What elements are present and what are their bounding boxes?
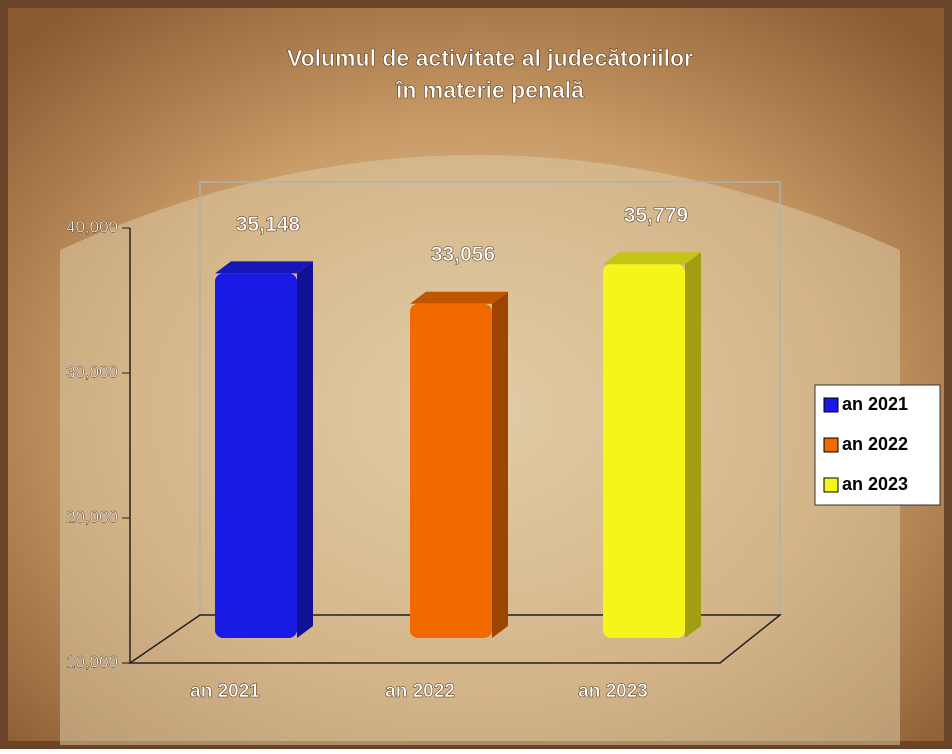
- y-tick-label: 10,000: [66, 652, 118, 671]
- legend-label: an 2021: [842, 394, 908, 414]
- bar: [215, 261, 313, 638]
- legend-swatch: [823, 397, 839, 413]
- legend-label: an 2022: [842, 434, 908, 454]
- bar-face: [603, 252, 701, 265]
- chart-subtitle: în materie penală: [395, 77, 584, 103]
- y-tick-label: 40,000: [66, 217, 118, 236]
- value-label: 35,148: [236, 213, 301, 236]
- x-tick-label: an 2023: [578, 681, 648, 702]
- bar-face: [603, 264, 685, 638]
- y-tick-label: 30,000: [66, 362, 118, 381]
- x-tick-label: an 2021: [190, 681, 260, 702]
- bar-face: [410, 291, 508, 304]
- x-tick-label: an 2022: [385, 681, 455, 702]
- value-label: 33,056: [431, 243, 495, 266]
- legend-swatch: [823, 477, 839, 493]
- bar-face: [215, 273, 297, 638]
- y-tick-label: 20,000: [66, 507, 118, 526]
- floor: [127, 614, 783, 664]
- bar-face: [492, 291, 508, 638]
- bar-face: [297, 261, 313, 638]
- value-label: 35,779: [624, 204, 688, 227]
- legend-label: an 2023: [842, 474, 908, 494]
- bar: [410, 291, 508, 638]
- bar-face: [685, 252, 701, 638]
- bar-face: [410, 303, 492, 638]
- bar: [603, 252, 701, 638]
- bar-face: [215, 261, 313, 274]
- legend-swatch: [823, 437, 839, 453]
- chart-title: Volumul de activitate al judecătoriilor: [287, 45, 693, 71]
